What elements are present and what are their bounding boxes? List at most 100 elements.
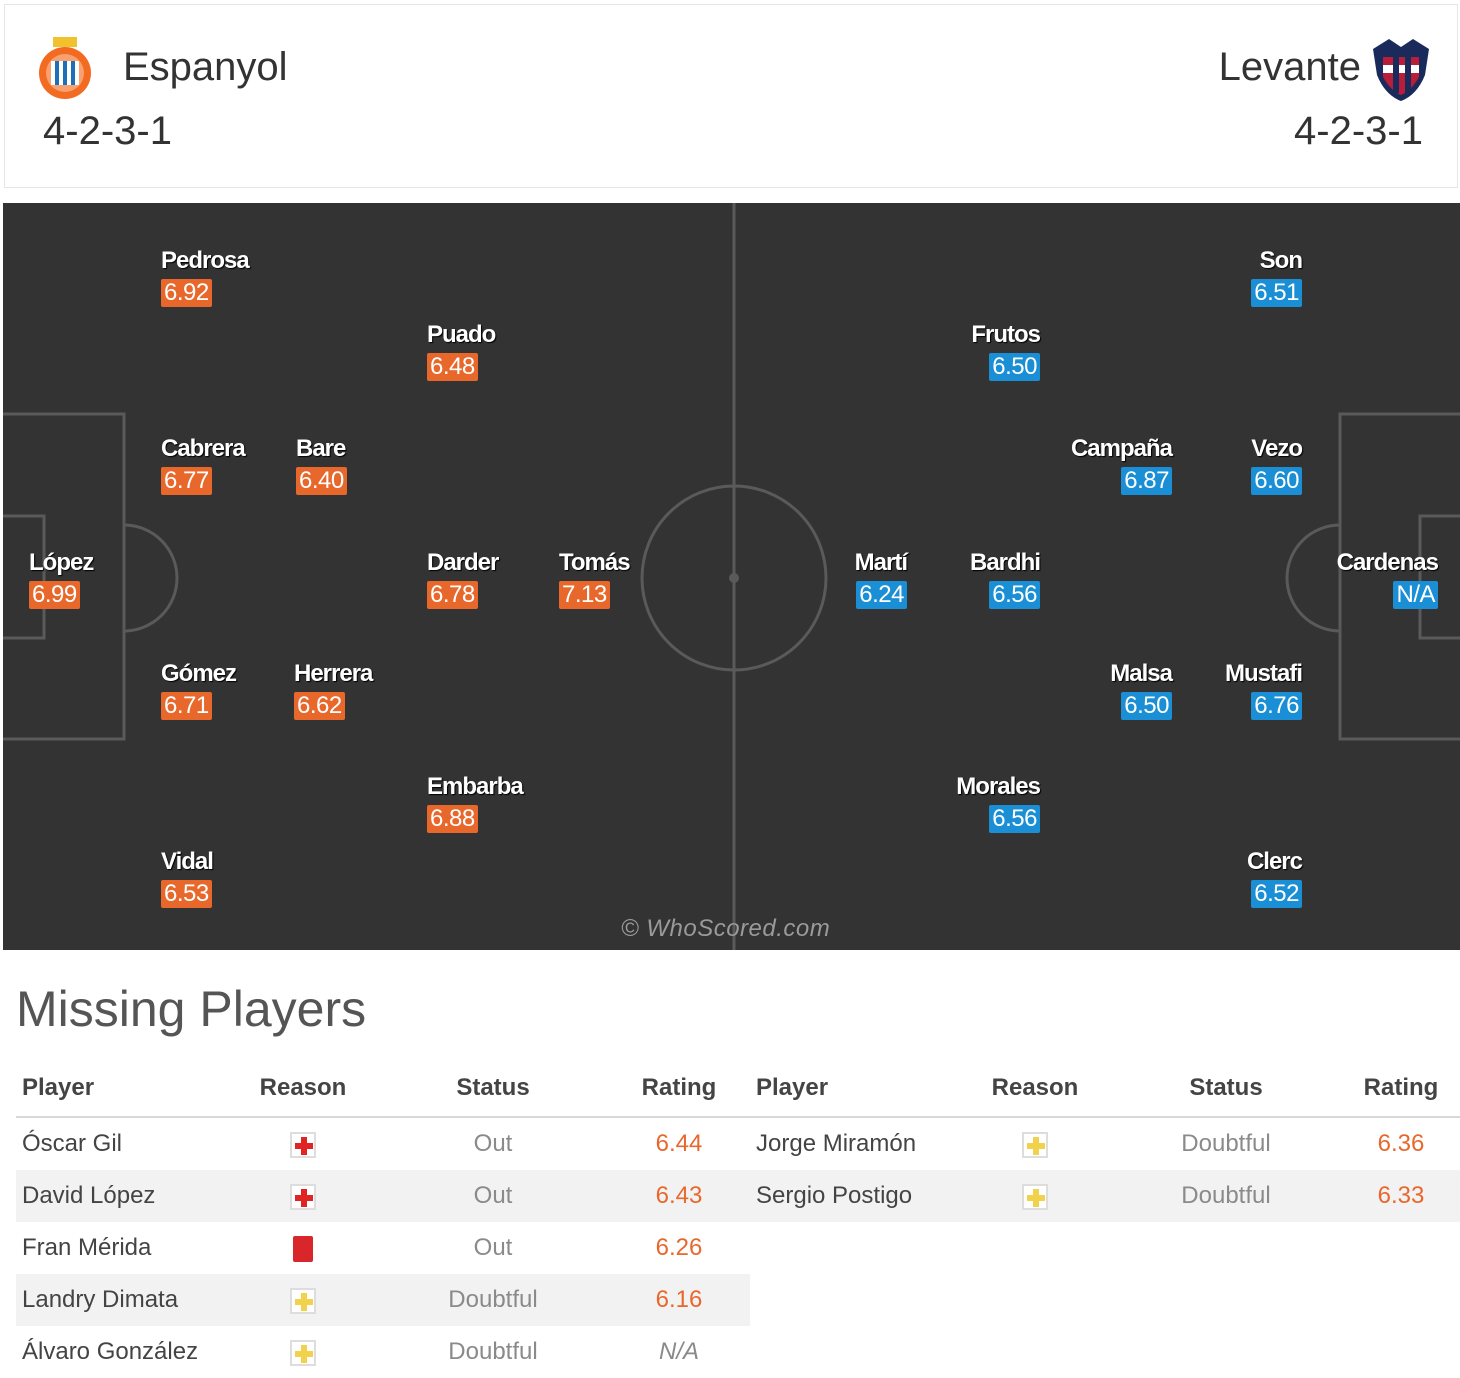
away-player[interactable]: Cardenas N/A [1336,549,1439,609]
player-rating: 6.60 [1251,467,1302,495]
player-rating: 6.24 [856,581,907,609]
player-rating: 6.87 [1121,467,1172,495]
player-rating: 6.56 [989,805,1040,833]
status-text: Doubtful [448,1338,538,1365]
home-player[interactable]: Darder 6.78 [427,549,499,609]
col-player[interactable]: Player [750,1060,960,1118]
away-team-name[interactable]: Levante [1218,45,1361,89]
player-link[interactable]: David López [16,1170,228,1222]
player-name: Pedrosa [161,247,250,274]
away-player[interactable]: Mustafi 6.76 [1225,660,1303,720]
col-reason[interactable]: Reason [960,1060,1110,1118]
player-name: Vezo [1251,435,1303,462]
away-player[interactable]: Martí 6.24 [854,549,908,609]
home-team-name[interactable]: Espanyol [123,45,288,89]
col-status[interactable]: Status [1110,1060,1342,1118]
player-name: Cabrera [161,435,246,462]
player-name: Herrera [294,660,373,687]
home-player[interactable]: Cabrera 6.77 [161,435,246,495]
player-rating: 6.99 [29,581,80,609]
player-name: Gómez [161,660,237,687]
table-row: Fran Mérida Out 6.26 [16,1222,750,1274]
player-rating: 6.51 [1251,279,1302,307]
player-name: Cardenas [1336,549,1439,576]
player-rating: 7.13 [559,581,610,609]
player-rating: N/A [1393,581,1438,609]
home-player[interactable]: Pedrosa 6.92 [161,247,250,307]
player-name: Embarba [427,773,524,800]
rating-value: 6.33 [1342,1170,1460,1222]
status-text: Out [473,1234,513,1261]
away-missing-table: Player Reason Status Rating Jorge Miramó… [750,1060,1460,1222]
home-player[interactable]: Gómez 6.71 [161,660,237,720]
away-player[interactable]: Vezo 6.60 [1251,435,1303,495]
away-player[interactable]: Bardhi 6.56 [969,549,1041,609]
injury-icon [290,1183,316,1210]
away-player[interactable]: Frutos 6.50 [971,321,1041,381]
col-status[interactable]: Status [378,1060,608,1118]
doubtful-icon [1022,1183,1048,1210]
espanyol-crest-icon [39,37,91,99]
home-player[interactable]: Embarba 6.88 [427,773,524,833]
player-name: Vidal [161,848,214,875]
player-link[interactable]: Landry Dimata [16,1274,228,1326]
rating-value: 6.26 [655,1234,703,1261]
home-player[interactable]: López 6.99 [29,549,94,609]
home-player[interactable]: Bare 6.40 [296,435,347,495]
player-name: Bardhi [969,549,1041,576]
table-row: Óscar Gil Out 6.44 [16,1117,750,1170]
player-name: Frutos [971,321,1041,348]
home-formation: 4-2-3-1 [43,109,172,153]
doubtful-icon [1022,1131,1048,1158]
player-rating: 6.52 [1251,880,1302,908]
player-rating: 6.48 [427,353,478,381]
player-rating: 6.50 [1121,692,1172,720]
doubtful-icon [290,1287,316,1314]
away-player[interactable]: Campaña 6.87 [1070,435,1173,495]
col-rating[interactable]: Rating [1342,1060,1460,1118]
player-rating: 6.76 [1251,692,1302,720]
player-name: Martí [854,549,908,576]
player-rating: 6.56 [989,581,1040,609]
col-reason[interactable]: Reason [228,1060,378,1118]
player-name: López [29,549,94,576]
player-name: Son [1259,247,1303,274]
away-player[interactable]: Clerc 6.52 [1247,848,1303,908]
table-row: Landry Dimata Doubtful 6.16 [16,1274,750,1326]
away-player[interactable]: Morales 6.56 [956,773,1041,833]
player-name: Bare [296,435,346,462]
home-player[interactable]: Puado 6.48 [427,321,496,381]
home-player[interactable]: Tomás 7.13 [559,549,631,609]
away-player[interactable]: Son 6.51 [1251,247,1303,307]
player-rating: 6.77 [161,467,212,495]
player-name: Morales [956,773,1041,800]
player-rating: 6.50 [989,353,1040,381]
pitch-markings [3,203,1460,950]
table-row: David López Out 6.43 [16,1170,750,1222]
watermark: © WhoScored.com [621,915,831,942]
player-rating: 6.40 [296,467,347,495]
player-name: Campaña [1070,435,1173,462]
player-name: Puado [427,321,496,348]
status-text: Doubtful [378,1274,608,1326]
col-player[interactable]: Player [16,1060,228,1118]
rating-value: N/A [658,1338,699,1365]
player-rating: 6.53 [161,880,212,908]
home-player[interactable]: Herrera 6.62 [294,660,373,720]
col-rating[interactable]: Rating [608,1060,750,1118]
player-rating: 6.71 [161,692,212,720]
injury-icon [290,1131,316,1158]
red-card-icon [293,1235,313,1262]
player-link[interactable]: Sergio Postigo [750,1170,960,1222]
player-link[interactable]: Jorge Miramón [756,1130,917,1157]
home-player[interactable]: Vidal 6.53 [161,848,214,908]
player-link[interactable]: Álvaro González [22,1338,199,1365]
player-link[interactable]: Óscar Gil [22,1130,123,1157]
table-row: Jorge Miramón Doubtful 6.36 [750,1117,1460,1170]
away-player[interactable]: Malsa 6.50 [1110,660,1173,720]
player-link[interactable]: Fran Mérida [22,1234,152,1261]
player-name: Darder [427,549,499,576]
player-rating: 6.88 [427,805,478,833]
pitch: Pedrosa 6.92 Puado 6.48 Cabrera 6.77 Bar… [3,203,1460,950]
status-text: Out [473,1130,513,1157]
